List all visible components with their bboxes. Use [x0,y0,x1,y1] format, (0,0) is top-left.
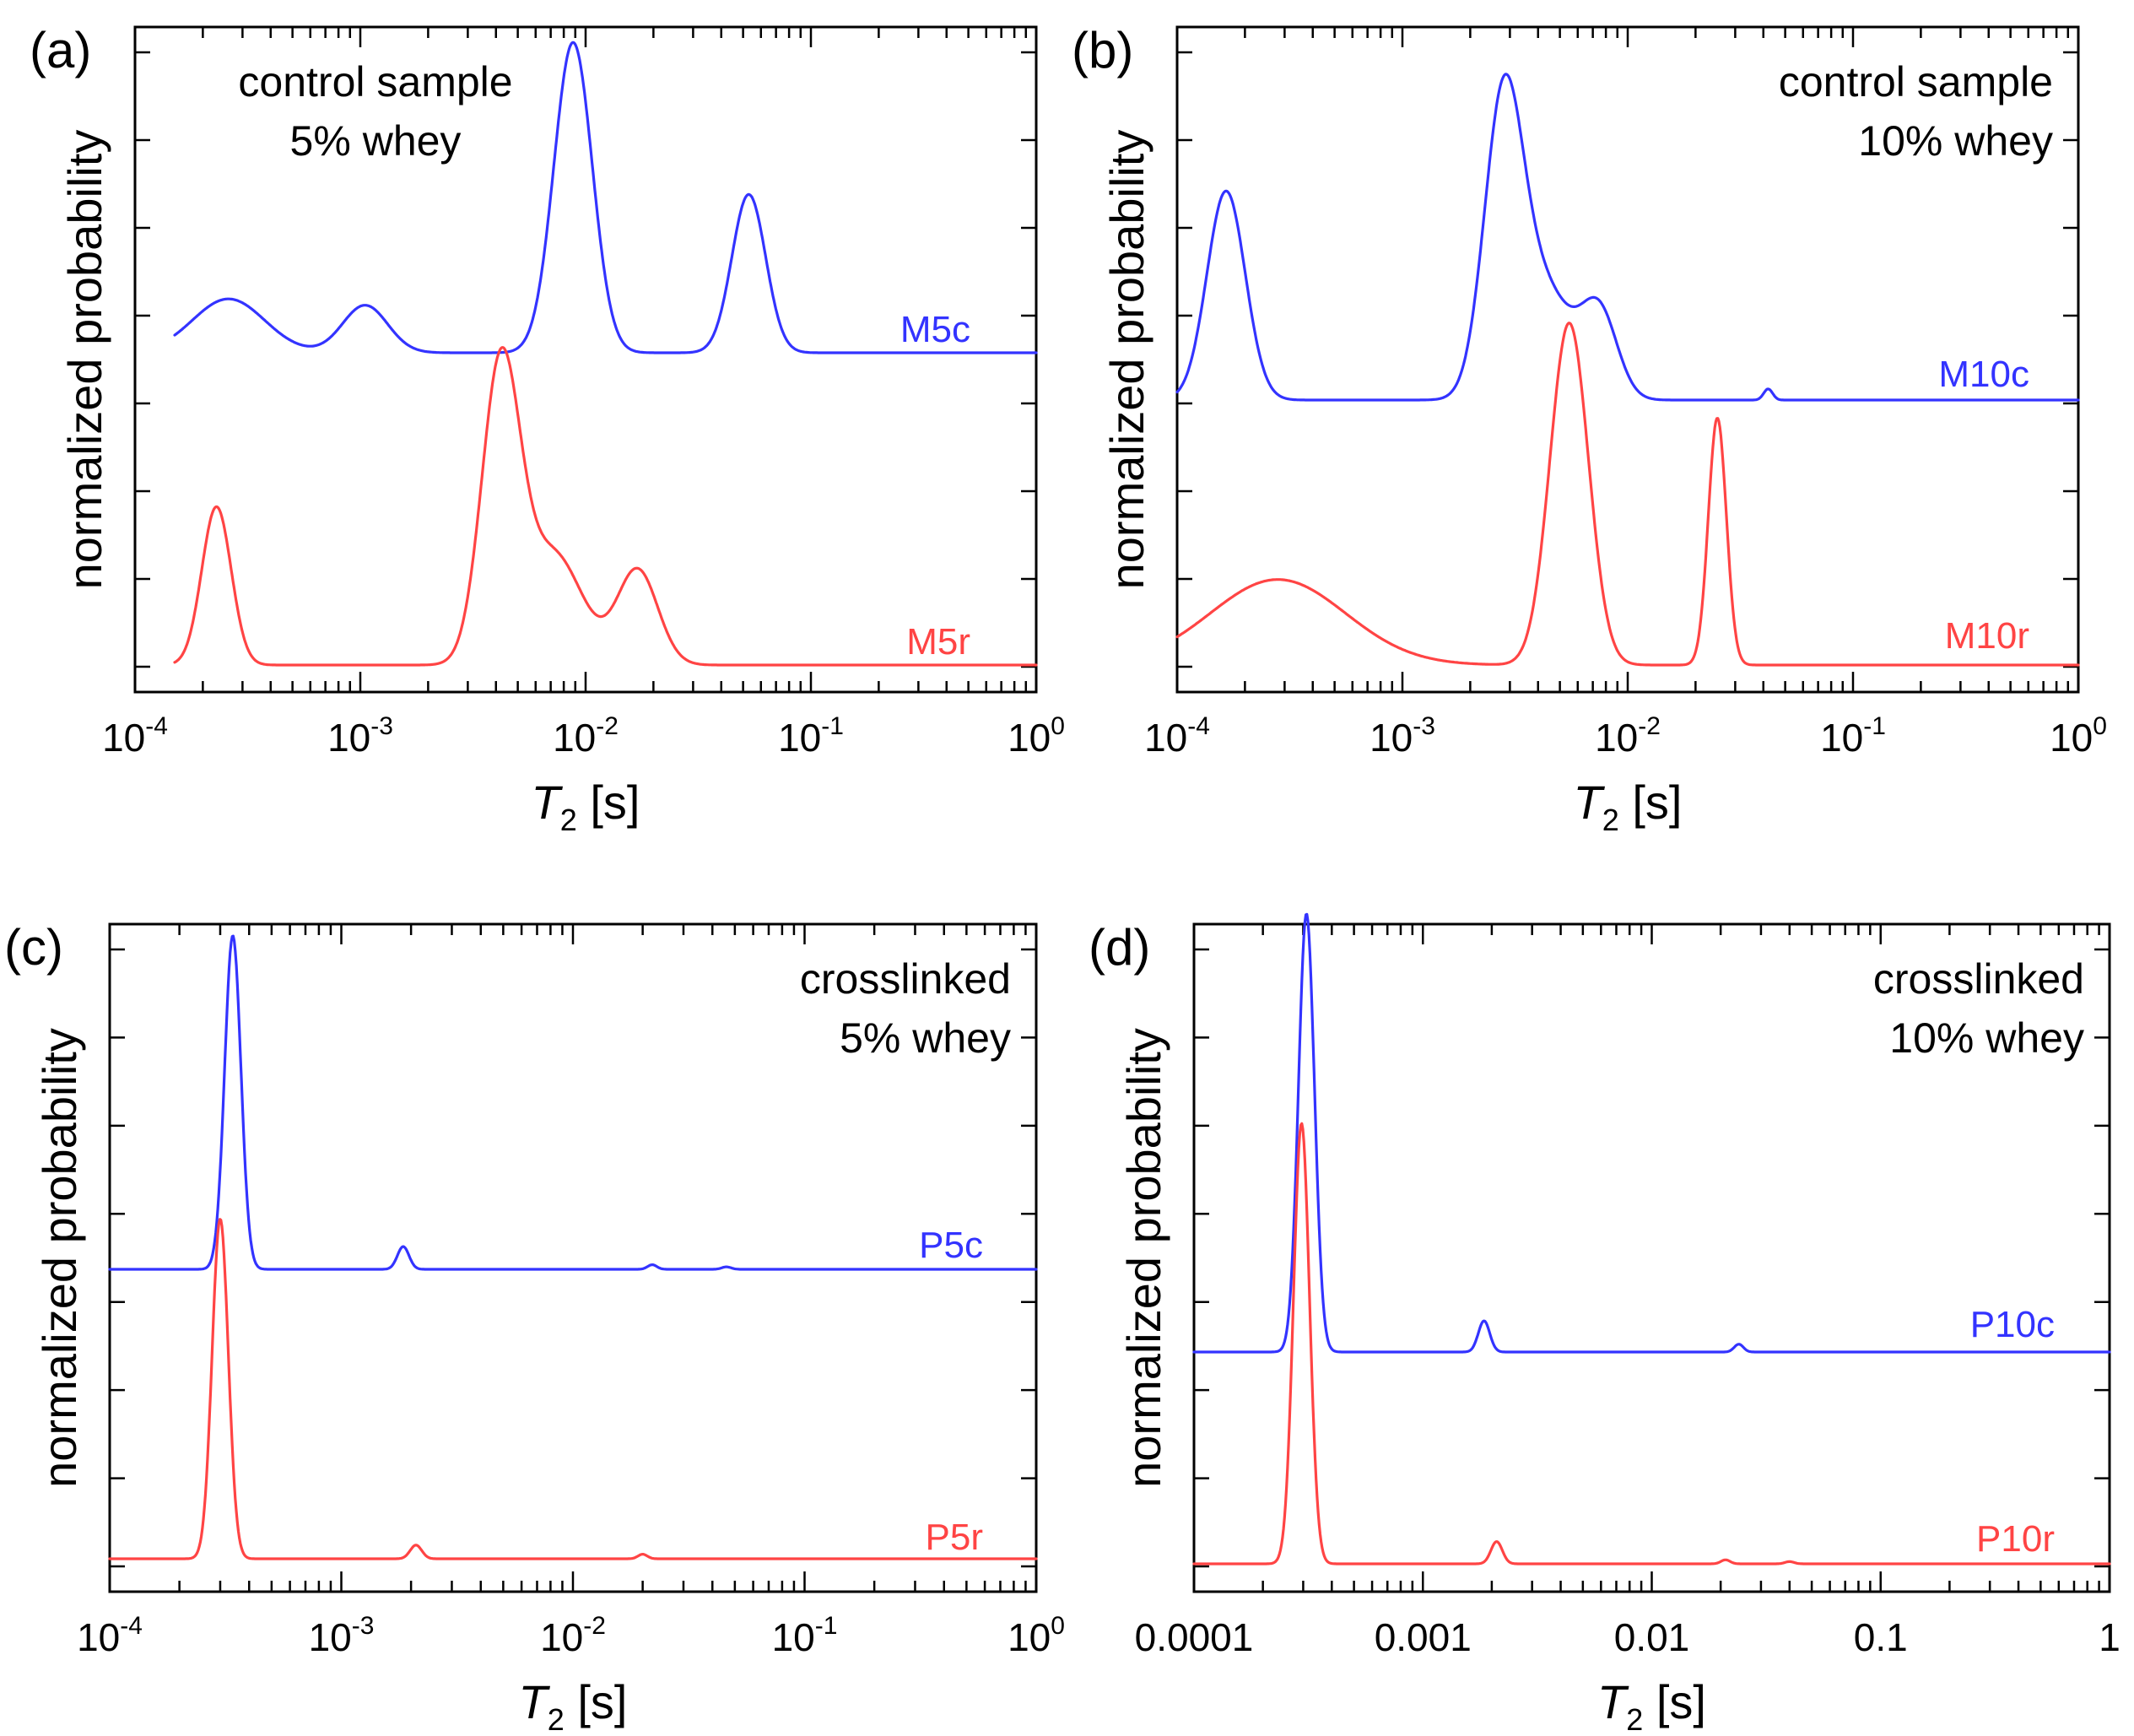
series-m5r-line [173,346,1038,667]
series-label: M10c [1938,354,2029,395]
x-tick-label: 10-4 [1144,712,1210,760]
annotation-line: 10% whey [1889,1014,2084,1062]
x-tick-label: 10-1 [778,712,844,760]
x-tick-label: 10-3 [309,1612,375,1659]
x-tick-label: 0.01 [1614,1615,1690,1659]
annotation-line: crosslinked [800,955,1011,1003]
series-m10c-line [1175,73,2080,402]
series-p5r-line [108,1218,1038,1560]
annotation-line: 5% whey [290,117,462,165]
x-tick-label: 10-1 [1820,712,1886,760]
panel-label: (b) [1072,22,1133,78]
x-tick-label: 10-2 [540,1612,606,1659]
x-axis-title: T2 [s] [1574,776,1683,837]
series-m10r-line [1175,322,2080,667]
series-p10r-line [1192,1122,2111,1566]
x-axis-title: T2 [s] [1597,1675,1706,1736]
y-axis-title: normalized probability [33,1028,86,1488]
panel-label: (c) [4,919,63,976]
panel-b: 10-4 10-3 10-2 10-1 100 T2 [s] normalized prob… [1072,22,2107,837]
x-tick-label: 0.0001 [1135,1615,1254,1659]
y-axis-title: normalized probability [1100,130,1153,590]
annotation-line: control sample [238,58,512,105]
x-tick-label: 10-3 [327,712,393,760]
x-tick-label: 0.1 [1854,1615,1908,1659]
panel-c: 10-4 10-3 10-2 10-1 100 T2 [s] normalized prob… [4,919,1065,1736]
annotation-line: crosslinked [1873,955,2084,1003]
x-tick-label: 10-3 [1370,712,1435,760]
x-tick-label: 10-4 [102,712,168,760]
x-tick-label: 10-1 [772,1612,838,1659]
annotation-line: 10% whey [1858,117,2053,165]
x-tick-label: 0.001 [1375,1615,1472,1659]
axis-frame [133,25,1038,694]
series-p5c-line [108,934,1038,1271]
x-tick-label: 100 [1008,712,1065,760]
x-tick-label: 100 [2050,712,2107,760]
series-m5c-line [173,41,1038,354]
x-tick-label: 10-4 [77,1612,143,1659]
series-label: P10c [1970,1304,2055,1345]
panel-d: 0.0001 0.001 0.01 0.1 1 T2 [s] normalized prob… [1089,912,2120,1736]
annotation-line: 5% whey [840,1014,1011,1062]
series-label: M10r [1945,615,2029,657]
x-axis-title: T2 [s] [532,776,640,837]
y-axis-title: normalized probability [58,130,111,590]
x-tick-label: 10-2 [1595,712,1661,760]
panel-a: 10-4 10-3 10-2 10-1 100 T2 [s] normalized prob… [30,22,1065,837]
x-tick-label: 1 [2099,1615,2120,1659]
series-label: P5c [919,1225,983,1266]
series-label: P5r [926,1517,983,1558]
x-axis-title: T2 [s] [519,1675,628,1736]
series-label: P10r [1976,1518,2055,1560]
y-axis-title: normalized probability [1117,1028,1170,1488]
series-label: M5r [906,621,970,662]
series-label: M5c [900,309,970,350]
x-tick-label: 10-2 [553,712,619,760]
x-tick-label: 100 [1008,1612,1065,1659]
annotation-line: control sample [1779,58,2053,105]
panel-label: (d) [1089,919,1150,976]
series-p10c-line [1192,912,2111,1354]
panel-label: (a) [30,22,91,78]
